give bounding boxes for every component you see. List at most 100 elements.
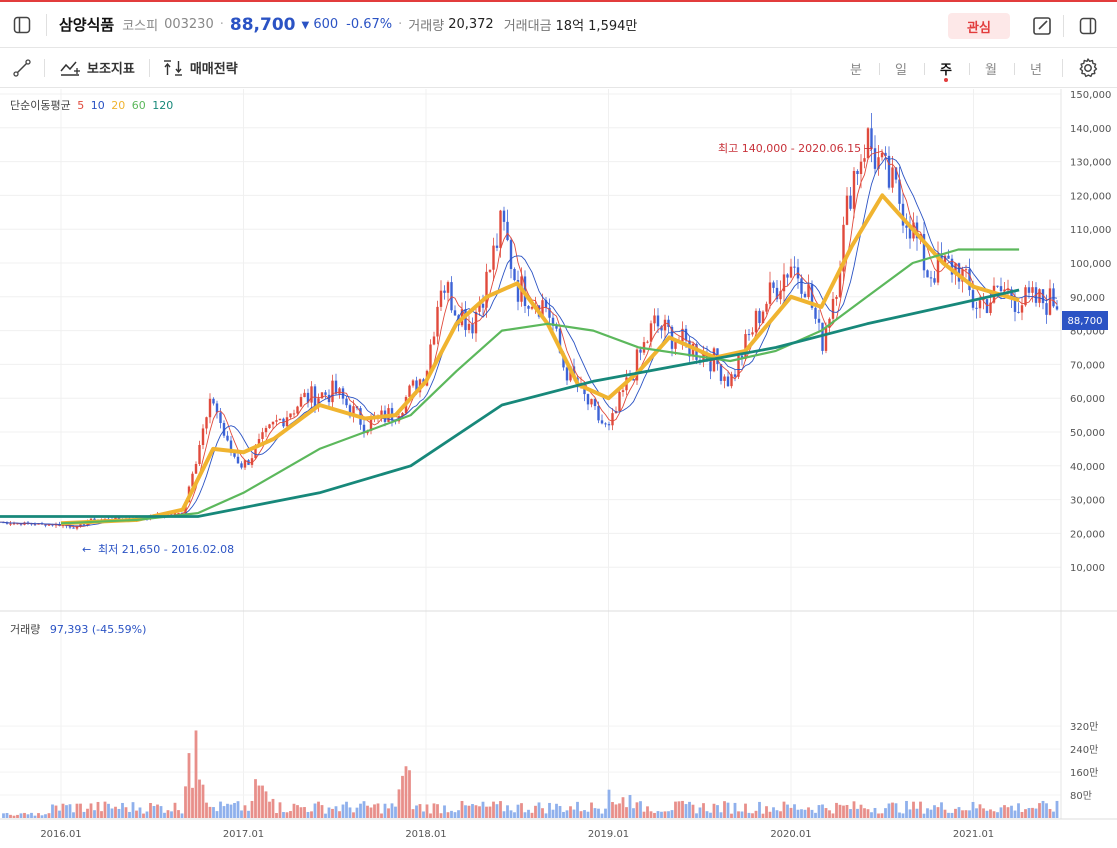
volume-bar (793, 804, 796, 818)
current-price: 88,700 (229, 14, 296, 35)
volume-bar (320, 805, 324, 818)
candle-body (212, 398, 215, 404)
draw-line-icon[interactable] (10, 56, 34, 80)
price-tick-label: 90,000 (1070, 293, 1105, 304)
volume-bar (915, 808, 919, 818)
volume-bar (901, 813, 905, 818)
sidebar-toggle-icon[interactable] (10, 13, 34, 37)
volume-bar (971, 801, 975, 818)
arrow-right-icon: → (864, 142, 873, 155)
volume-axis-ticks: 320만 240만 160만 80만 (1070, 721, 1098, 802)
volume-bar (1027, 808, 1031, 818)
candle-body (527, 306, 530, 309)
candle-body (607, 424, 611, 426)
period-tab-year[interactable]: 년 (1030, 63, 1042, 78)
volume-bar (208, 806, 212, 818)
volume-bar (408, 770, 411, 818)
candle-body (656, 315, 660, 327)
volume-bar (478, 806, 481, 818)
panel-toggle-icon[interactable] (1076, 14, 1100, 38)
volume-bar (19, 813, 23, 818)
candle-body (558, 328, 562, 353)
volume-bar (457, 810, 460, 818)
volume-bar (135, 810, 138, 818)
edit-icon[interactable] (1030, 14, 1054, 38)
volume-bar (968, 810, 971, 818)
vertical-gridlines (60, 89, 974, 819)
volume-bar (96, 801, 100, 818)
volume-bar (446, 812, 450, 818)
volume-bar (611, 802, 614, 818)
volume-bar (985, 810, 989, 818)
candle-body (590, 399, 593, 405)
volume-bar (922, 813, 926, 818)
volume-bar (26, 814, 30, 818)
volume-bar (86, 808, 89, 818)
current-price-tag: 88,700 (1068, 316, 1103, 327)
price-tick-label: 150,000 (1070, 90, 1111, 101)
volume-bar (562, 811, 565, 818)
candle-body (411, 380, 415, 386)
candle-body (51, 524, 54, 526)
volume-bar (796, 809, 800, 818)
volume-bar (954, 808, 957, 818)
candle-body (177, 513, 180, 515)
volume-bar (68, 804, 72, 818)
period-tab-day[interactable]: 일 (895, 63, 907, 78)
volume-bar (723, 801, 726, 818)
candle-body (1006, 289, 1010, 291)
volume-bar (800, 809, 803, 818)
candle-body (68, 526, 72, 528)
volume-bar (712, 803, 716, 818)
stock-name[interactable]: 삼양식품 (59, 16, 115, 34)
volume-bar (355, 807, 359, 818)
candle-body (271, 421, 275, 425)
volume-bar (1041, 800, 1045, 818)
candle-body (863, 158, 866, 162)
volume-bar (982, 808, 985, 818)
candle-body (33, 524, 37, 526)
candle-body (786, 274, 789, 278)
volume-bar (758, 801, 761, 818)
settings-gear-icon[interactable] (1076, 56, 1100, 80)
volume-bar (341, 804, 345, 818)
candle-body (261, 432, 264, 439)
volume-bar (1013, 810, 1017, 818)
candle-body (723, 376, 726, 381)
period-tab-minute[interactable]: 분 (850, 63, 862, 78)
volume-bar (324, 813, 327, 818)
volume-bar (142, 813, 145, 818)
candle-body (898, 179, 901, 204)
candle-body (1045, 303, 1048, 315)
volume-bar (898, 812, 901, 818)
candle-body (593, 399, 597, 407)
indicator-button[interactable]: 보조지표 (59, 58, 135, 77)
candle-body (817, 318, 821, 323)
watchlist-button[interactable]: 관심 (948, 13, 1010, 39)
volume-bar (569, 806, 572, 818)
volume-bar (513, 812, 516, 818)
volume-bar (845, 804, 849, 818)
candle-body (219, 412, 222, 424)
volume-bar (226, 803, 229, 818)
volume-bar (303, 807, 306, 818)
price-chart[interactable]: 150,000 140,000 130,000 120,000 110,000 100,0… (0, 89, 1117, 848)
candle-body (236, 456, 240, 464)
volume-bar (222, 806, 226, 818)
volume-bar (576, 801, 579, 818)
volume-bar (670, 810, 674, 818)
volume-bar (373, 804, 376, 818)
volume-bar (313, 803, 317, 818)
period-tab-week[interactable]: 주 (940, 63, 952, 78)
volume-bar (425, 804, 429, 818)
strategy-button[interactable]: 매매전략 (162, 58, 238, 77)
price-tick-label: 10,000 (1070, 563, 1105, 574)
volume-bar (159, 806, 163, 818)
period-tab-month[interactable]: 월 (985, 63, 997, 78)
volume-bar (688, 801, 691, 818)
volume-bar (849, 809, 852, 818)
volume-bar (1048, 808, 1052, 818)
candle-body (194, 463, 198, 474)
price-tick-label: 110,000 (1070, 225, 1111, 236)
time-tick-label: 2020.01 (770, 829, 811, 840)
